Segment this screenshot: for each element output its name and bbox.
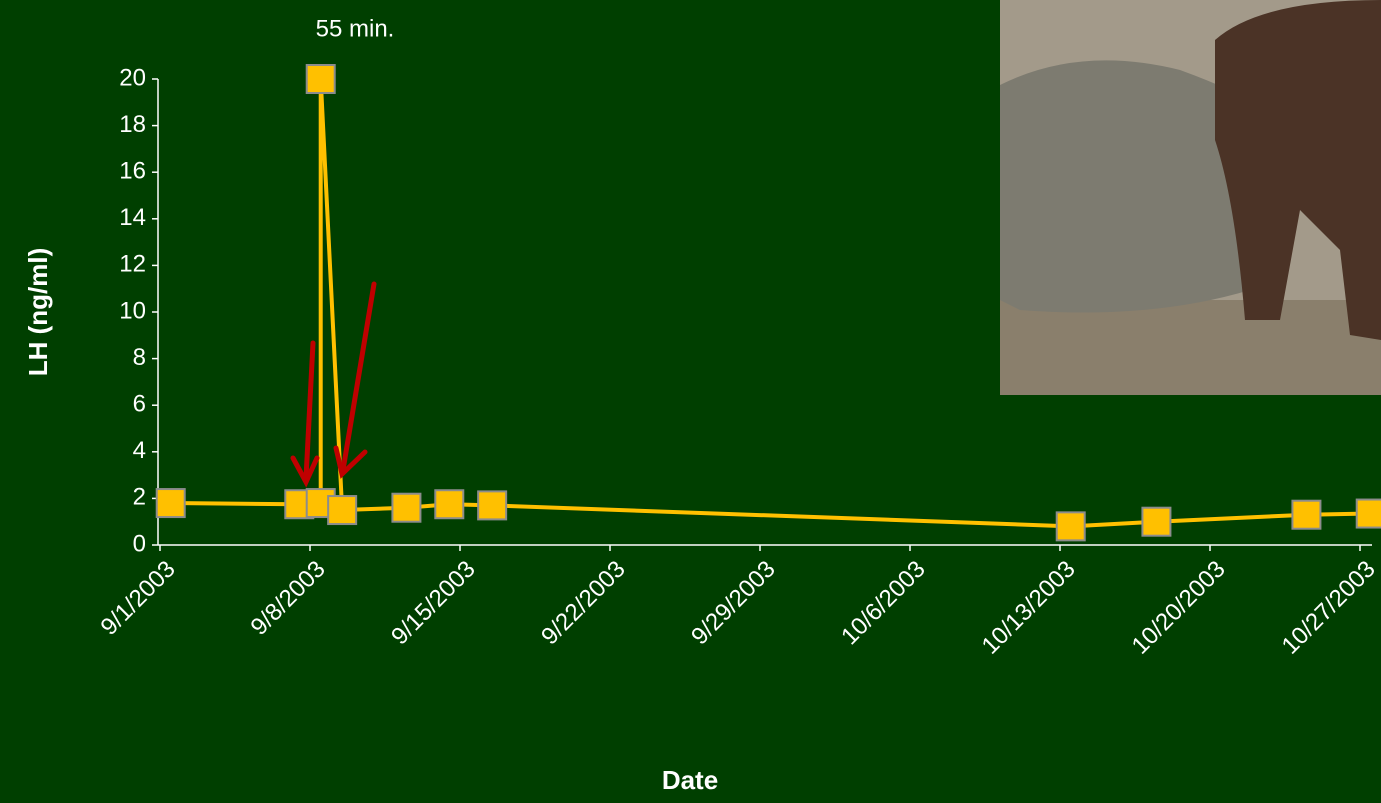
y-tick-label: 16 — [119, 158, 146, 185]
data-point — [328, 496, 356, 524]
y-tick-label: 14 — [119, 204, 146, 231]
y-tick-label: 8 — [133, 344, 146, 371]
y-tick-label: 20 — [119, 64, 146, 91]
chart: 55 min. LH (ng/ml) Date 0 2 4 6 8 10 12 14 16 18 2… — [0, 0, 1381, 803]
data-point — [1292, 501, 1320, 529]
photo — [1000, 0, 1381, 395]
annotation: 55 min. — [316, 15, 395, 42]
y-tick-label: 2 — [133, 484, 146, 511]
data-point — [157, 489, 185, 517]
data-point — [478, 491, 506, 519]
y-tick-label: 18 — [119, 111, 146, 138]
y-tick-label: 12 — [119, 251, 146, 278]
y-tick-label: 10 — [119, 297, 146, 324]
data-point — [1357, 500, 1381, 528]
data-point — [392, 494, 420, 522]
x-axis-title: Date — [662, 765, 718, 795]
y-axis-title: LH (ng/ml) — [23, 248, 53, 377]
y-tick-label: 4 — [133, 437, 146, 464]
y-tick-label: 0 — [133, 530, 146, 557]
data-point — [307, 65, 335, 93]
y-tick-label: 6 — [133, 391, 146, 418]
data-point — [435, 490, 463, 518]
data-point — [1142, 508, 1170, 536]
data-point — [1057, 512, 1085, 540]
